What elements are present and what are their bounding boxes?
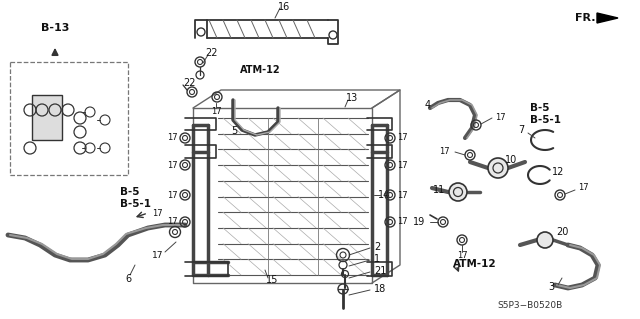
Text: 17: 17: [152, 250, 164, 259]
Text: 22: 22: [184, 78, 196, 88]
Circle shape: [537, 232, 553, 248]
Text: 16: 16: [278, 2, 290, 12]
Text: 1: 1: [374, 254, 380, 264]
Text: 22: 22: [205, 48, 218, 58]
Text: 17: 17: [457, 250, 467, 259]
Text: 10: 10: [505, 155, 517, 165]
Circle shape: [449, 183, 467, 201]
Text: B-5: B-5: [120, 187, 140, 197]
Text: 17: 17: [440, 146, 450, 155]
Text: 2: 2: [374, 242, 380, 252]
Text: 17: 17: [397, 190, 408, 199]
Text: 17: 17: [168, 190, 178, 199]
Text: 12: 12: [552, 167, 564, 177]
Text: FR.: FR.: [575, 13, 596, 23]
Text: 15: 15: [266, 275, 278, 285]
Text: 17: 17: [397, 218, 408, 226]
Text: 17: 17: [397, 160, 408, 169]
Circle shape: [488, 158, 508, 178]
Text: 7: 7: [518, 125, 524, 135]
Text: 21: 21: [374, 266, 387, 276]
Text: 20: 20: [556, 227, 568, 237]
Text: ATM-12: ATM-12: [453, 259, 497, 269]
Text: 13: 13: [346, 93, 358, 103]
Text: B-5-1: B-5-1: [530, 115, 561, 125]
Text: 18: 18: [374, 284, 387, 294]
Text: 3: 3: [548, 282, 554, 292]
Text: 17: 17: [152, 209, 163, 218]
Text: 6: 6: [125, 274, 131, 284]
Text: 11: 11: [433, 185, 445, 195]
Text: 17: 17: [168, 218, 178, 226]
Text: 5: 5: [231, 126, 237, 136]
Text: S5P3−B0520B: S5P3−B0520B: [497, 300, 563, 309]
Text: 17: 17: [211, 107, 221, 115]
Text: 17: 17: [397, 133, 408, 143]
Text: 17: 17: [168, 133, 178, 143]
Text: B-5-1: B-5-1: [120, 199, 151, 209]
Text: ATM-12: ATM-12: [240, 65, 280, 75]
Text: 17: 17: [578, 183, 589, 192]
Text: 17: 17: [168, 160, 178, 169]
Text: 4: 4: [425, 100, 431, 110]
Polygon shape: [597, 13, 618, 23]
Text: B-5: B-5: [530, 103, 550, 113]
Text: 17: 17: [495, 113, 506, 122]
Text: 19: 19: [413, 217, 425, 227]
Text: B-13: B-13: [41, 23, 69, 33]
Text: 14: 14: [378, 190, 390, 200]
FancyBboxPatch shape: [32, 95, 62, 140]
